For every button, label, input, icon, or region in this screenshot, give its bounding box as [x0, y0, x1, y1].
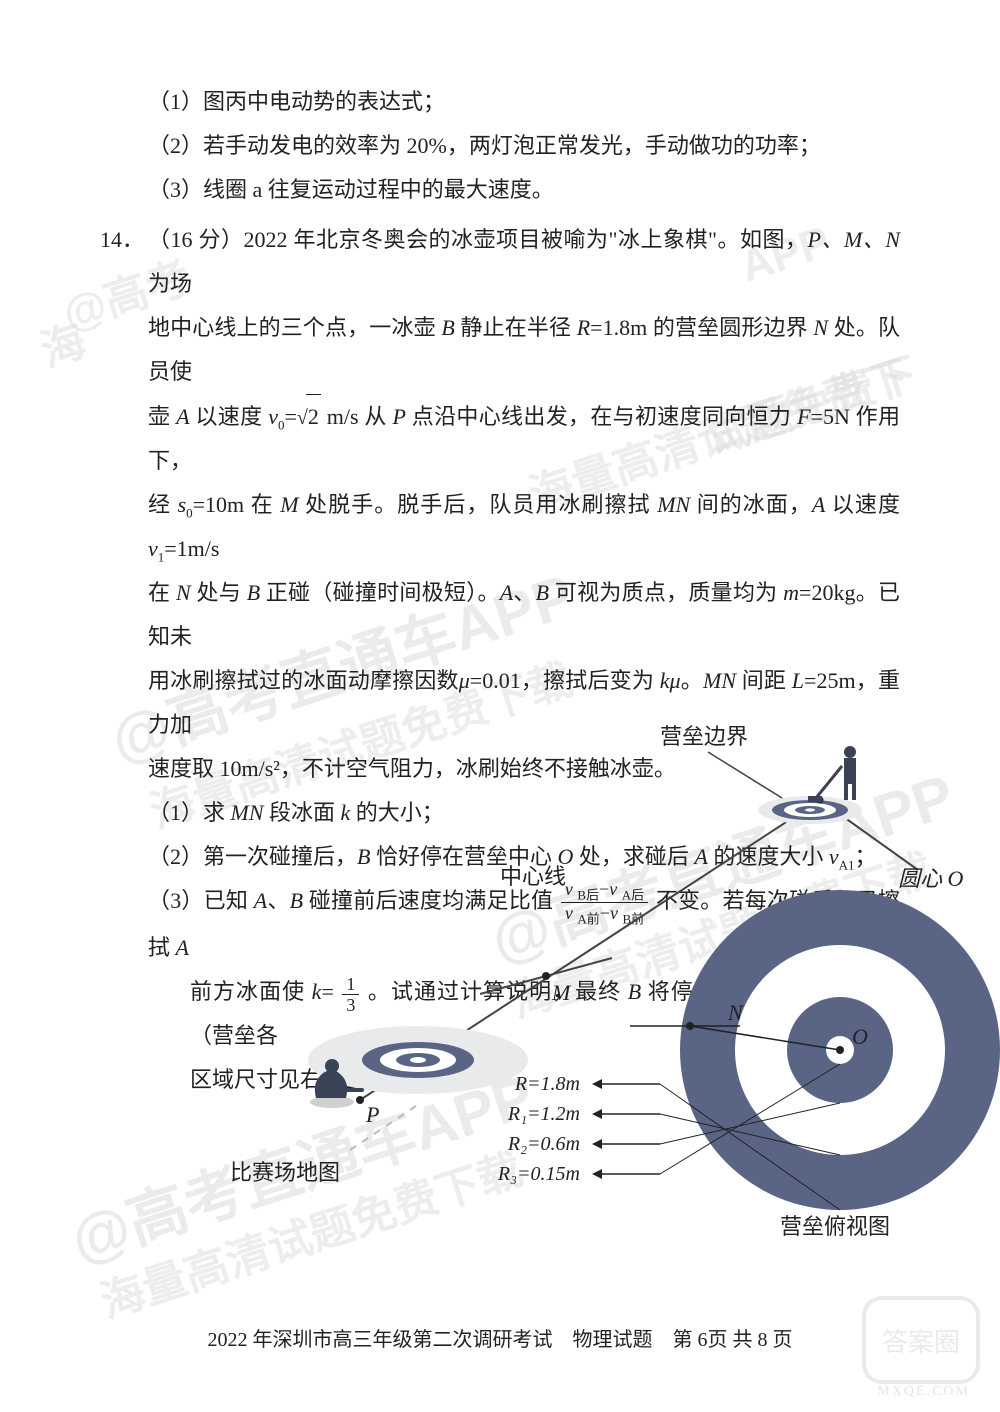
q14-p5: 在 N 处与 B 正碰（碰撞时间极短）。A、B 可视为质点，质量均为 m=20k… [100, 571, 900, 659]
svg-text:营垒俯视图: 营垒俯视图 [780, 1214, 890, 1239]
q14-p3: 壶 A 以速度 v0=2 m/s 从 P 点沿中心线出发，在与初速度同向恒力 F… [100, 394, 900, 483]
svg-text:R₂=0.6m: R₂=0.6m [507, 1133, 580, 1155]
q13-sub3: （3）线圈 a 往复运动过程中的最大速度。 [100, 168, 900, 212]
svg-text:R₃=0.15m: R₃=0.15m [497, 1163, 580, 1185]
svg-text:中心线: 中心线 [500, 864, 566, 889]
svg-text:O: O [852, 1024, 868, 1049]
svg-text:R=1.8m: R=1.8m [514, 1073, 580, 1095]
curling-figure: 中心线 营垒边界 圆心 O M P [200, 680, 1000, 1260]
svg-text:P: P [365, 1102, 379, 1127]
svg-text:比赛场地图: 比赛场地图 [230, 1160, 340, 1185]
svg-text:M: M [551, 980, 572, 1005]
q14-p4: 经 s0=10m 在 M 处脱手。脱手后，队员用冰刷擦拭 MN 间的冰面，A 以… [100, 483, 900, 571]
svg-text:圆心 O: 圆心 O [898, 866, 964, 891]
mxqe-watermark: MXQE.COM [877, 1384, 970, 1400]
q14-p2: 地中心线上的三个点，一冰壶 B 静止在半径 R=1.8m 的营垒圆形边界 N 处… [100, 306, 900, 394]
q14-p1: （16 分）2022 年北京冬奥会的冰壶项目被喻为"冰上象棋"。如图，P、M、N… [100, 218, 900, 306]
svg-text:N: N [727, 1000, 744, 1025]
q13-sub1: （1）图丙中电动势的表达式； [100, 80, 900, 124]
svg-text:营垒边界: 营垒边界 [660, 724, 748, 749]
q13-sub2: （2）若手动发电的效率为 20%，两灯泡正常发光，手动做功的功率； [100, 124, 900, 168]
svg-text:R₁=1.2m: R₁=1.2m [507, 1103, 580, 1125]
q14-number: 14． [100, 218, 148, 262]
page-footer: 2022 年深圳市高三年级第二次调研考试 物理试题 第 6页 共 8 页 [0, 1323, 1000, 1352]
answer-stamp-icon: 答案圈 [862, 1296, 980, 1384]
